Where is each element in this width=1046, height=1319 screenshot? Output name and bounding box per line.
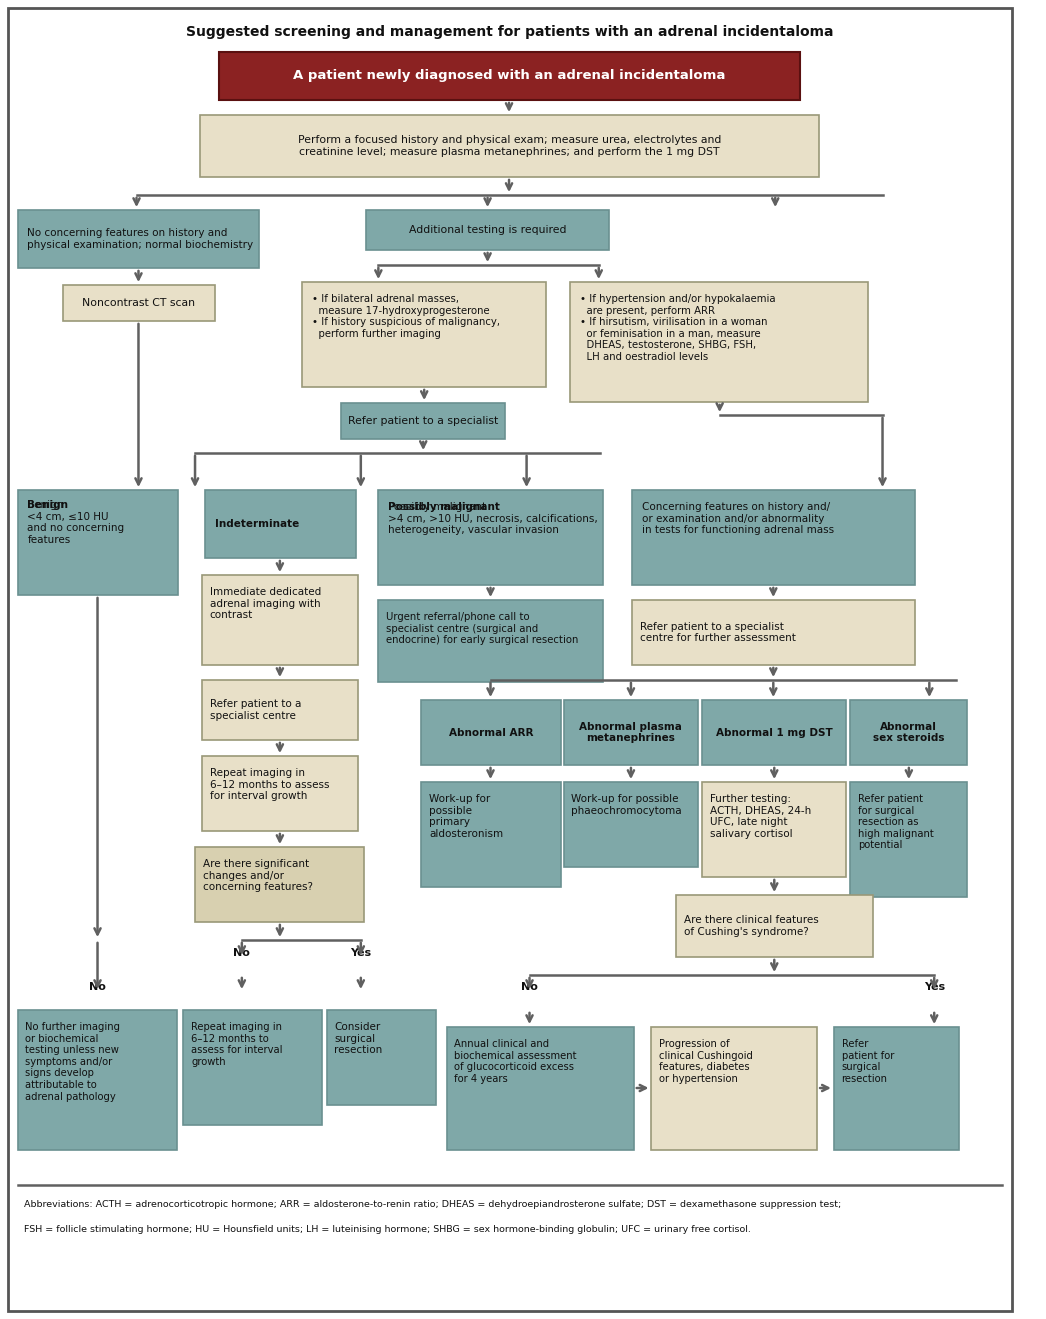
Text: Benign
<4 cm, ≤10 HU
and no concerning
features: Benign <4 cm, ≤10 HU and no concerning f… [27,500,124,545]
Text: Additional testing is required: Additional testing is required [409,226,566,235]
FancyBboxPatch shape [200,115,819,177]
FancyBboxPatch shape [570,282,868,402]
Text: Abnormal ARR: Abnormal ARR [449,728,533,737]
Text: Annual clinical and
biochemical assessment
of glucocorticoid excess
for 4 years: Annual clinical and biochemical assessme… [454,1039,577,1084]
Text: Work-up for possible
phaeochromocytoma: Work-up for possible phaeochromocytoma [571,794,682,815]
Text: Abnormal plasma
metanephrines: Abnormal plasma metanephrines [579,721,682,744]
FancyBboxPatch shape [341,404,505,439]
Text: • If bilateral adrenal masses,
  measure 17-hydroxyprogesterone
• If history sus: • If bilateral adrenal masses, measure 1… [312,294,500,339]
FancyBboxPatch shape [702,782,846,877]
FancyBboxPatch shape [702,700,846,765]
FancyBboxPatch shape [202,756,358,831]
FancyBboxPatch shape [632,600,914,665]
Text: Benign: Benign [27,500,68,510]
FancyBboxPatch shape [379,600,602,682]
Text: Immediate dedicated
adrenal imaging with
contrast: Immediate dedicated adrenal imaging with… [209,587,321,620]
Text: Progression of
clinical Cushingoid
features, diabetes
or hypertension: Progression of clinical Cushingoid featu… [659,1039,753,1084]
Text: Yes: Yes [924,983,945,992]
Text: Urgent referral/phone call to
specialist centre (surgical and
endocrine) for ear: Urgent referral/phone call to specialist… [386,612,578,645]
Text: Refer patient to a
specialist centre: Refer patient to a specialist centre [209,699,301,720]
FancyBboxPatch shape [302,282,546,386]
Text: Further testing:
ACTH, DHEAS, 24-h
UFC, late night
salivary cortisol: Further testing: ACTH, DHEAS, 24-h UFC, … [710,794,811,839]
FancyBboxPatch shape [447,1028,634,1150]
Text: Refer
patient for
surgical
resection: Refer patient for surgical resection [842,1039,894,1084]
Text: Are there significant
changes and/or
concerning features?: Are there significant changes and/or con… [203,859,313,892]
FancyBboxPatch shape [202,681,358,740]
Text: Possibly malignant: Possibly malignant [388,503,500,512]
Text: Refer patient to a specialist: Refer patient to a specialist [348,415,498,426]
FancyBboxPatch shape [183,1010,322,1125]
FancyBboxPatch shape [220,51,799,100]
Text: Repeat imaging in
6–12 months to assess
for interval growth: Repeat imaging in 6–12 months to assess … [209,768,329,801]
Text: FSH = follicle stimulating hormone; HU = Hounsfield units; LH = luteinising horm: FSH = follicle stimulating hormone; HU =… [24,1225,751,1235]
Text: Are there clinical features
of Cushing's syndrome?: Are there clinical features of Cushing's… [684,915,818,936]
FancyBboxPatch shape [18,1010,177,1150]
Text: Abnormal 1 mg DST: Abnormal 1 mg DST [715,728,833,737]
FancyBboxPatch shape [195,847,364,922]
FancyBboxPatch shape [850,700,968,765]
FancyBboxPatch shape [379,489,602,586]
Text: Abbreviations: ACTH = adrenocorticotropic hormone; ARR = aldosterone-to-renin ra: Abbreviations: ACTH = adrenocorticotropi… [24,1200,842,1210]
Text: Noncontrast CT scan: Noncontrast CT scan [83,298,196,309]
FancyBboxPatch shape [64,285,214,321]
Text: Indeterminate: Indeterminate [214,518,299,529]
FancyBboxPatch shape [422,700,561,765]
FancyBboxPatch shape [326,1010,436,1105]
Text: No: No [521,983,538,992]
FancyBboxPatch shape [632,489,914,586]
Text: Abnormal
sex steroids: Abnormal sex steroids [873,721,945,744]
Text: Concerning features on history and/
or examination and/or abnormality
in tests f: Concerning features on history and/ or e… [641,503,834,536]
Text: Work-up for
possible
primary
aldosteronism: Work-up for possible primary aldosteroni… [429,794,503,839]
FancyBboxPatch shape [18,489,179,595]
Text: No: No [233,948,250,958]
Text: Refer patient to a specialist
centre for further assessment: Refer patient to a specialist centre for… [640,621,796,644]
Text: Suggested screening and management for patients with an adrenal incidentaloma: Suggested screening and management for p… [186,25,834,40]
FancyBboxPatch shape [202,575,358,665]
Text: Perform a focused history and physical exam; measure urea, electrolytes and
crea: Perform a focused history and physical e… [298,136,721,157]
Text: A patient newly diagnosed with an adrenal incidentaloma: A patient newly diagnosed with an adrena… [293,70,726,83]
Text: No: No [89,983,106,992]
FancyBboxPatch shape [205,489,356,558]
FancyBboxPatch shape [652,1028,817,1150]
FancyBboxPatch shape [18,210,259,268]
Text: • If hypertension and/or hypokalaemia
  are present, perform ARR
• If hirsutism,: • If hypertension and/or hypokalaemia ar… [581,294,776,361]
Text: Yes: Yes [350,948,371,958]
Text: No further imaging
or biochemical
testing unless new
symptoms and/or
signs devel: No further imaging or biochemical testin… [25,1022,120,1101]
FancyBboxPatch shape [850,782,968,897]
FancyBboxPatch shape [422,782,561,886]
FancyBboxPatch shape [564,700,699,765]
Text: Repeat imaging in
6–12 months to
assess for interval
growth: Repeat imaging in 6–12 months to assess … [191,1022,282,1067]
Text: Consider
surgical
resection: Consider surgical resection [335,1022,383,1055]
FancyBboxPatch shape [676,896,872,958]
FancyBboxPatch shape [366,210,610,251]
Text: Possibly malignant
>4 cm, >10 HU, necrosis, calcifications,
heterogeneity, vascu: Possibly malignant >4 cm, >10 HU, necros… [388,503,598,536]
Text: No concerning features on history and
physical examination; normal biochemistry: No concerning features on history and ph… [27,228,253,249]
Text: Refer patient
for surgical
resection as
high malignant
potential: Refer patient for surgical resection as … [858,794,934,851]
FancyBboxPatch shape [834,1028,958,1150]
FancyBboxPatch shape [564,782,699,867]
